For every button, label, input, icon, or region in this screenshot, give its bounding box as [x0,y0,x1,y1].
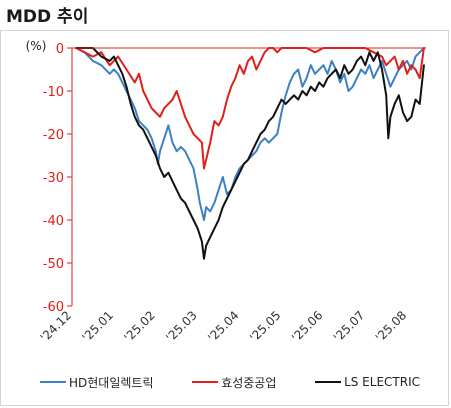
legend-item: HD현대일렉트릭 [40,374,154,391]
y-axis-ticks: 0 -10 -20 -30 -40 -50 -60 [43,42,72,315]
legend-label: 효성중공업 [221,375,277,390]
y-tick-label: -60 [43,300,64,315]
x-axis-ticks: '24.12'25.01'25.02'25.03'25.04'25.05'25.… [38,308,410,345]
y-tick-label: -10 [43,85,64,100]
x-tick-label: '25.07 [331,308,368,345]
series-line-1 [75,47,425,170]
legend-swatch [40,381,66,383]
x-tick-label: '25.02 [121,308,158,345]
x-tick-label: '25.05 [247,308,284,345]
y-tick-label: 0 [56,42,64,57]
legend-item: 효성중공업 [192,374,276,391]
chart-title: MDD 추이 [6,7,89,27]
x-tick-label: '25.06 [289,308,326,345]
legend-swatch [192,381,219,383]
x-tick-label: '25.04 [205,308,242,345]
series-line-2 [75,47,425,260]
legend: HD현대일렉트릭 효성중공업 LS ELECTRIC [40,371,420,393]
x-tick-label: '25.08 [373,308,410,345]
x-tick-label: '25.03 [163,308,200,345]
legend-label: LS ELECTRIC [344,375,420,389]
y-tick-label: -40 [43,214,64,229]
legend-swatch [315,381,342,383]
series-line-0 [75,47,425,221]
y-tick-label: -30 [43,171,64,186]
y-tick-label: -50 [43,257,64,272]
x-tick-label: '25.01 [79,308,116,345]
series-layer [75,47,425,260]
legend-label: HD현대일렉트릭 [69,375,154,390]
y-tick-label: -20 [43,128,64,143]
chart-frame [0,30,449,406]
y-axis-unit-label: (%) [26,39,47,53]
legend-item: LS ELECTRIC [315,375,420,389]
